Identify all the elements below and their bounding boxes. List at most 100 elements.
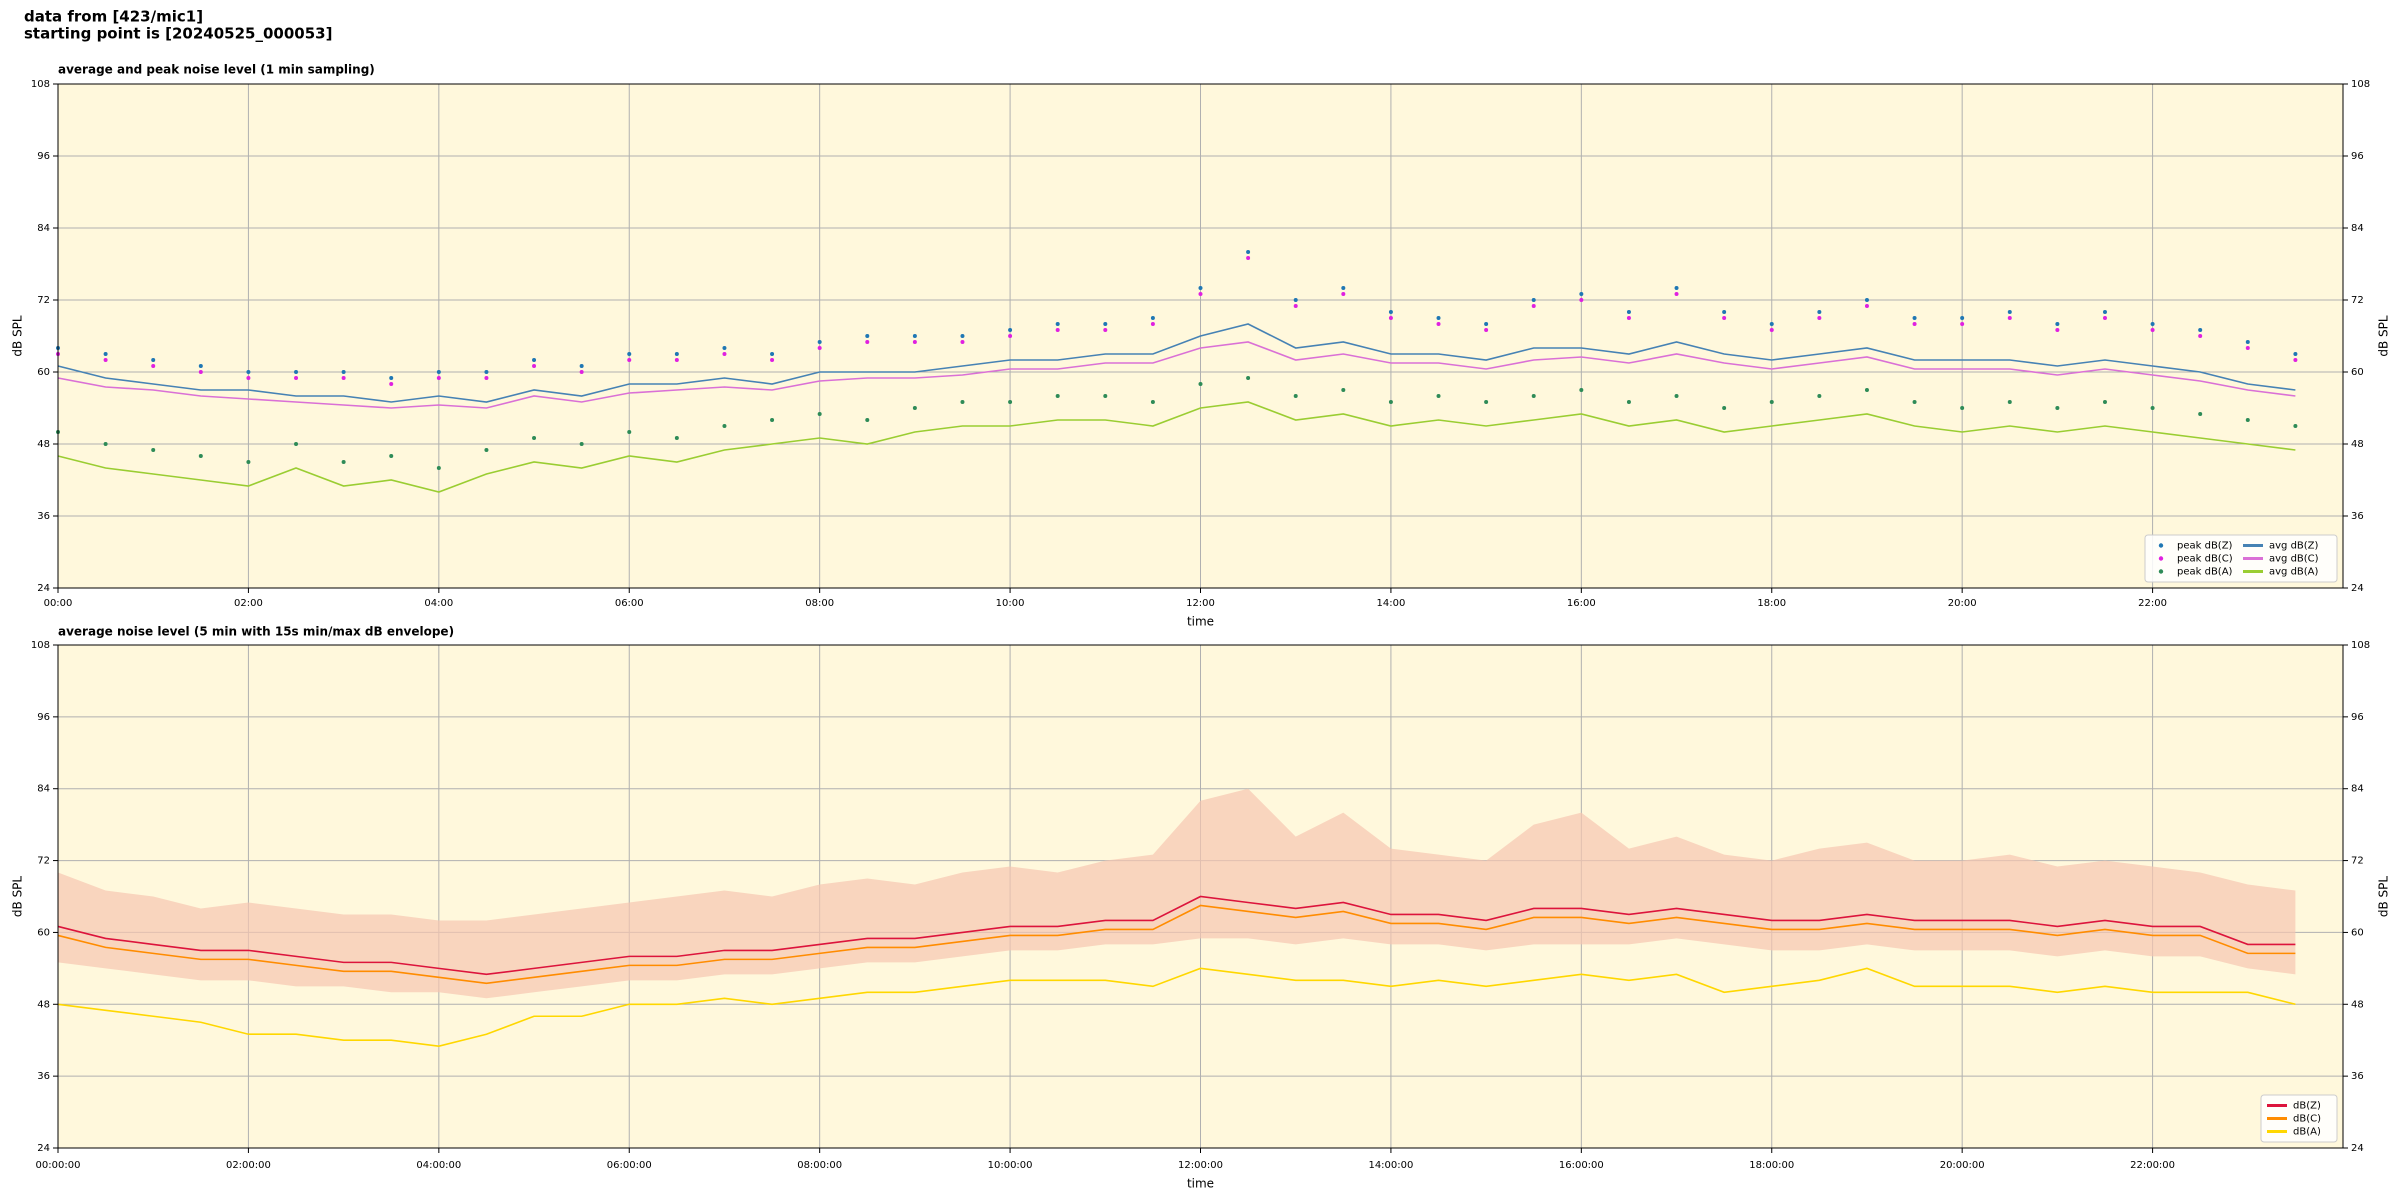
peak-dot [198,364,203,368]
peak-dot [770,352,775,356]
peak-dot [1769,328,1774,332]
series-line [57,341,2296,409]
peak-dot [579,364,584,368]
peak-dot [1817,316,1822,320]
peak-dot [294,370,299,374]
peak-dot [1150,400,1155,404]
peak-dot [1960,316,1965,320]
y-tick-label: 48 [37,439,50,450]
series-line [57,895,2296,976]
peak-dot [865,418,870,422]
y-tick-label: 60 [37,927,50,938]
legend-marker [2158,543,2164,548]
peak-dot [674,436,679,440]
peak-dot [389,376,394,380]
peak-dot [532,436,537,440]
peak-dot [2198,412,2203,416]
peak-dot [1436,316,1441,320]
x-tick-label: 06:00 [615,598,644,609]
peak-dot [1055,328,1060,332]
legend-marker [2158,556,2164,561]
x-tick-label: 02:00 [234,598,263,609]
peak-dot [722,424,727,428]
peak-dot [341,370,346,374]
peak-dot [103,358,108,362]
peak-dot [912,340,917,344]
peak-dot [1579,292,1584,296]
peak-dot [294,376,299,380]
peak-dot [1484,328,1489,332]
peak-dot [246,376,251,380]
peak-dot [2007,310,2012,314]
peak-dot [2293,358,2298,362]
y-tick-label: 84 [37,784,50,795]
peak-dot [1341,388,1346,392]
y-tick-label: 96 [37,712,50,723]
peak-dot [1722,316,1727,320]
y-tick-label: 84 [37,223,50,234]
peak-dot [627,352,632,356]
peak-dot [1960,406,1965,410]
peak-dot [865,340,870,344]
peak-dot [2102,316,2107,320]
peak-dot [1864,298,1869,302]
x-tick-label: 12:00:00 [1178,1160,1223,1171]
x-tick-label: 02:00:00 [226,1160,271,1171]
y-tick-label: 60 [2351,927,2364,938]
y-tick-label: 36 [37,511,50,522]
peak-dot [2293,352,2298,356]
peak-dot [1246,250,1251,254]
peak-dot [2055,328,2060,332]
peak-dot [484,370,489,374]
x-tick-label: 14:00 [1377,598,1406,609]
peak-dot [484,448,489,452]
legend-label: dB(Z) [2293,1101,2321,1112]
peak-dot [1103,322,1108,326]
peak-dot [2055,406,2060,410]
legend-label: peak dB(C) [2177,554,2233,565]
peak-dot [198,454,203,458]
peak-dot [1388,400,1393,404]
x-tick-label: 16:00 [1567,598,1596,609]
peak-dot [532,364,537,368]
y-tick-label: 72 [2351,856,2364,867]
peak-dot [1674,394,1679,398]
peak-dot [436,466,441,470]
peak-dot [722,352,727,356]
peak-dot [1579,388,1584,392]
peak-dot [1531,394,1536,398]
peak-dot [1436,394,1441,398]
y-axis-label: dB SPL [2377,315,2391,357]
y-tick-label: 96 [37,151,50,162]
peak-dot [1864,304,1869,308]
peak-dot [960,400,965,404]
peak-dot [389,382,394,386]
y-tick-label: 60 [37,367,50,378]
peak-dot [817,340,822,344]
y-tick-label: 36 [2351,1071,2364,1082]
peak-dot [1103,394,1108,398]
y-tick-label: 96 [2351,712,2364,723]
peak-dot [246,460,251,464]
peak-dot [1912,316,1917,320]
peak-dot [1912,322,1917,326]
series-line [57,401,2296,493]
peak-dot [1388,316,1393,320]
x-axis-label: time [1187,1177,1214,1191]
y-tick-label: 108 [31,640,50,651]
peak-dot [912,406,917,410]
peak-dot [1341,286,1346,290]
peak-dot [1626,310,1631,314]
legend-label: avg dB(A) [2269,567,2319,578]
peak-dot [674,358,679,362]
peak-dot [2245,418,2250,422]
peak-dot [1293,394,1298,398]
peak-dot [1912,400,1917,404]
peak-dot [770,418,775,422]
y-tick-label: 24 [37,583,50,594]
envelope-band [58,788,2296,999]
legend-marker [2158,569,2164,574]
y-tick-label: 108 [31,79,50,90]
peak-dot [1531,304,1536,308]
